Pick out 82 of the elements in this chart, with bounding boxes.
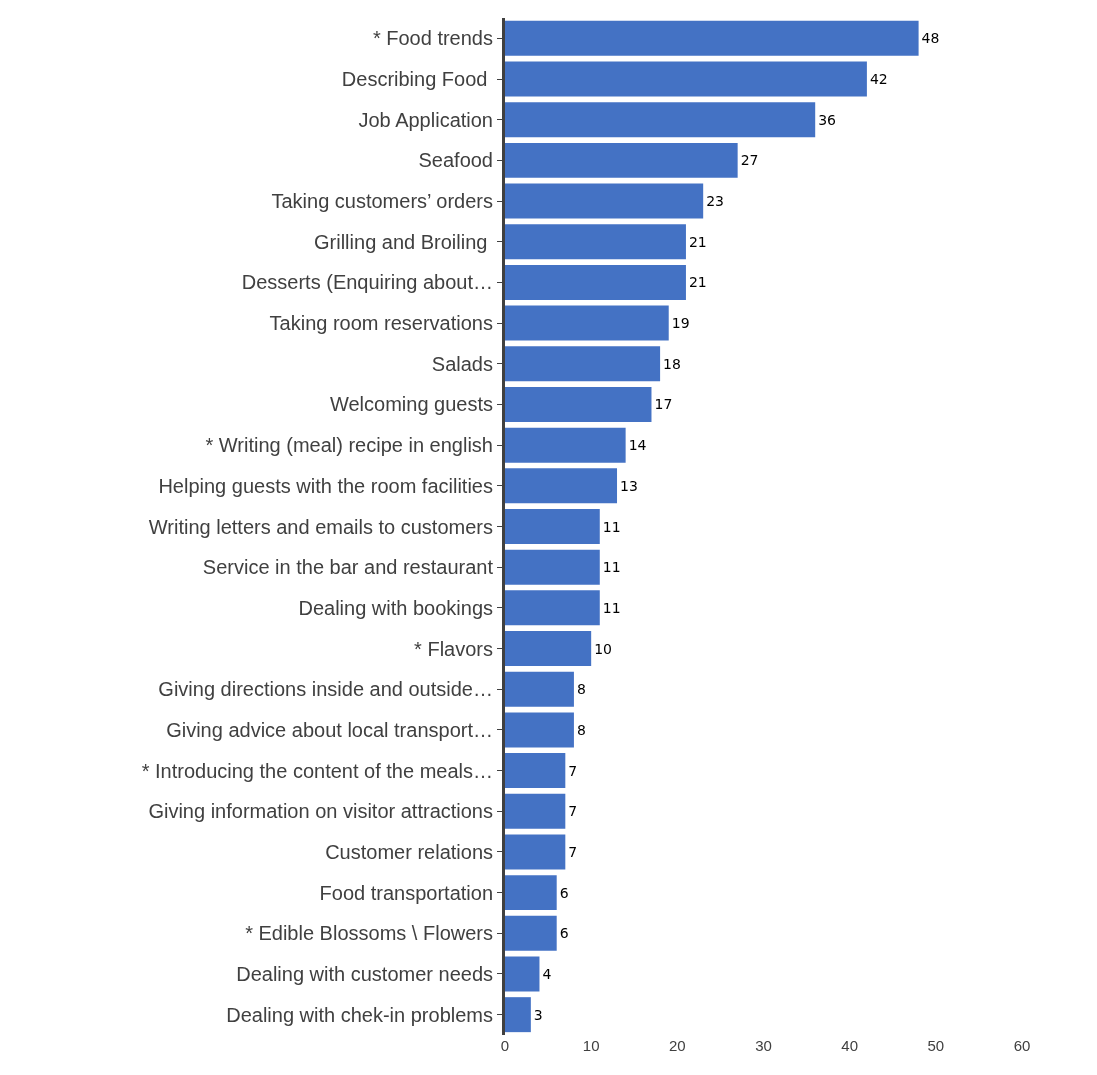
x-tick-label: 10 — [582, 1037, 600, 1054]
bar — [505, 427, 626, 463]
data-label: 7 — [568, 762, 578, 779]
y-tick-label: * Food trends — [372, 27, 493, 50]
x-tick-label: 50 — [927, 1037, 945, 1054]
y-tick-label: * Introducing the content of the meals… — [141, 759, 493, 782]
data-label: 11 — [602, 559, 621, 576]
y-tick-label: * Flavors — [414, 637, 493, 660]
bar — [505, 264, 686, 300]
y-tick-label: Food transportation — [319, 881, 493, 904]
bar — [505, 753, 566, 789]
bar — [505, 834, 566, 870]
data-label: 8 — [576, 681, 586, 698]
bar — [505, 590, 600, 626]
y-tick-label: Dealing with chek-in problems — [226, 1003, 493, 1026]
x-tick-label: 0 — [500, 1037, 510, 1054]
bar — [505, 468, 618, 504]
y-tick-label: Helping guests with the room facilities — [158, 474, 493, 497]
data-label: 27 — [740, 152, 759, 169]
data-label: 7 — [568, 803, 578, 820]
data-label: 10 — [594, 640, 612, 657]
data-label: 19 — [671, 315, 690, 332]
bar — [505, 183, 704, 219]
bar — [505, 386, 652, 422]
x-tick-label: 20 — [668, 1037, 686, 1054]
data-label: 11 — [602, 599, 621, 616]
y-tick-label: Salads — [431, 352, 493, 375]
data-label: 6 — [559, 884, 569, 901]
bar — [505, 305, 669, 341]
bar — [505, 346, 661, 382]
bar — [505, 631, 592, 667]
bar — [505, 671, 574, 707]
bar — [505, 224, 686, 260]
data-label: 21 — [688, 233, 707, 250]
data-label: 6 — [559, 925, 569, 942]
bar — [505, 102, 816, 138]
data-label: 13 — [620, 477, 638, 494]
data-label: 42 — [869, 71, 888, 88]
x-tick-label: 60 — [1013, 1037, 1031, 1054]
y-tick-label: Service in the bar and restaurant — [202, 556, 494, 579]
data-label: 11 — [602, 518, 621, 535]
y-tick-label: Dealing with customer needs — [236, 962, 493, 985]
y-tick-label: Taking customers’ orders — [271, 190, 493, 213]
bar — [505, 61, 867, 97]
bar — [505, 956, 540, 992]
bar — [505, 875, 557, 911]
y-tick-label: Job Application — [358, 108, 493, 131]
data-label: 18 — [663, 355, 681, 372]
data-label: 8 — [576, 721, 586, 738]
bar — [505, 915, 557, 951]
data-label: 23 — [706, 193, 725, 210]
y-tick-label: Writing letters and emails to customers — [148, 515, 493, 538]
bar — [505, 142, 738, 178]
y-tick-label: Seafood — [418, 149, 493, 172]
y-tick-label: Customer relations — [325, 840, 493, 863]
bar — [505, 549, 600, 585]
bar — [505, 509, 600, 544]
y-tick-label: Taking room reservations — [269, 312, 493, 335]
data-label: 4 — [542, 965, 552, 982]
y-tick-label: Desserts (Enquiring about… — [241, 271, 493, 294]
data-label: 7 — [568, 843, 578, 860]
bar — [505, 997, 531, 1033]
bar — [505, 20, 919, 56]
data-label: 3 — [533, 1006, 543, 1023]
y-tick-label: * Writing (meal) recipe in english — [205, 434, 493, 457]
bar — [505, 712, 574, 748]
x-tick-label: 40 — [841, 1037, 859, 1054]
y-tick-label: * Edible Blossoms \ Flowers — [245, 922, 493, 945]
y-tick-label: Giving information on visitor attractions — [148, 800, 493, 823]
data-label: 36 — [818, 111, 837, 128]
y-tick-label: Welcoming guests — [329, 393, 493, 416]
bar — [505, 793, 566, 829]
y-tick-label: Grilling and Broiling — [314, 230, 493, 253]
y-tick-label: Describing Food — [341, 68, 493, 91]
data-label: 14 — [628, 437, 647, 454]
data-label: 48 — [921, 30, 940, 47]
data-label: 17 — [654, 396, 673, 413]
y-tick-label: Giving directions inside and outside… — [158, 678, 493, 701]
y-tick-label: Giving advice about local transport… — [166, 718, 493, 741]
data-label: 21 — [688, 274, 707, 291]
x-tick-label: 30 — [755, 1037, 772, 1054]
y-tick-label: Dealing with bookings — [298, 596, 493, 619]
